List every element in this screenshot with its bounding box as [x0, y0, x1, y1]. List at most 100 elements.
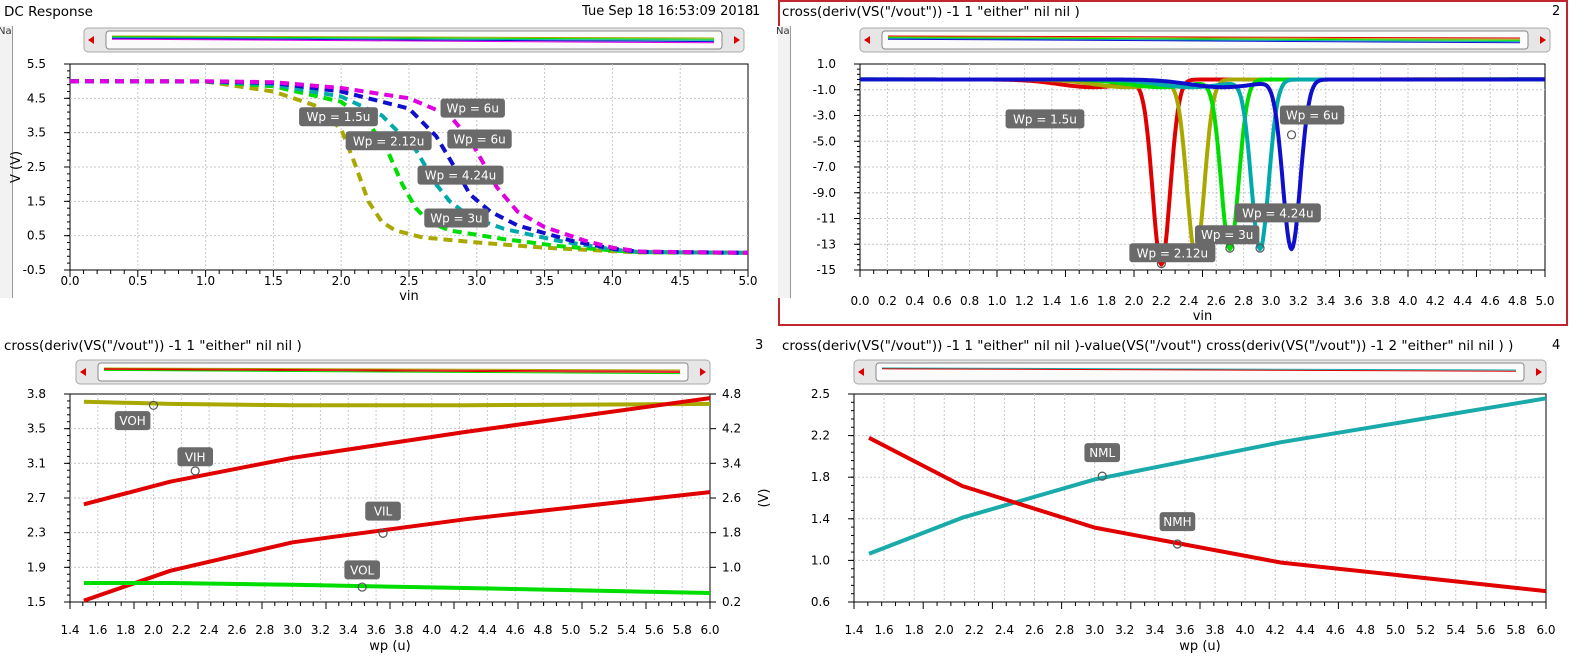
- scroll-left-icon: [80, 368, 86, 376]
- x-tick-label: 4.2: [450, 623, 469, 637]
- x-tick-label: 4.5: [671, 274, 690, 288]
- panel-thresholds[interactable]: cross(deriv(VS("/vout")) -1 1 "either" n…: [0, 334, 776, 664]
- x-tick-label: 5.2: [589, 623, 608, 637]
- scroll-right-icon: [700, 368, 706, 376]
- x-tick-label: 2.4: [995, 623, 1014, 637]
- x-tick-label: 5.4: [617, 623, 636, 637]
- overview-trace: [111, 35, 715, 39]
- x-tick-label: 1.0: [196, 274, 215, 288]
- x-tick-label: 2.6: [227, 623, 246, 637]
- y-tick-label: 1.8: [811, 470, 830, 484]
- panel-dc-response[interactable]: DC Response Tue Sep 18 16:53:09 2018 1 N…: [0, 0, 776, 326]
- x-tick-label: 4.4: [478, 623, 497, 637]
- marker-point: [190, 466, 200, 476]
- scroll-left-icon: [88, 36, 94, 44]
- marker-label: Wp = 6u: [453, 133, 505, 147]
- series-line-voh: [83, 399, 710, 408]
- marker-label: Wp = 1.5u: [307, 110, 371, 124]
- x-tick-label: 5.4: [1446, 623, 1465, 637]
- x-tick-label: 1.8: [116, 623, 135, 637]
- marker-label-box: [1159, 512, 1196, 532]
- x-tick-label: 4.6: [506, 623, 525, 637]
- x-tick-label: 5.0: [1535, 294, 1554, 308]
- x-tick-label: 1.6: [88, 623, 107, 637]
- side-tab[interactable]: Na: [0, 26, 13, 298]
- marker-label: VOL: [350, 563, 374, 577]
- marker-label-box: [299, 107, 378, 127]
- marker-label-box: [417, 165, 504, 185]
- marker-label-box: [424, 208, 489, 228]
- x-tick-label: 1.6: [1070, 294, 1089, 308]
- side-tab[interactable]: Na: [776, 26, 791, 298]
- x-tick-label: 0.6: [933, 294, 952, 308]
- scroll-right-icon: [734, 36, 740, 44]
- x-tick-label: 2.2: [1152, 294, 1171, 308]
- y-tick-label: -5.0: [813, 134, 836, 148]
- x-tick-label: 6.0: [700, 623, 719, 637]
- derivative-chart[interactable]: 0.0 0.2 0.4 0.6 0.8 1.0 1.2 1.4 1.6 1.8 2.0 2.2 2.4 2…: [778, 0, 1568, 326]
- marker-point: [1255, 243, 1265, 253]
- x-tick-label: 1.4: [60, 623, 79, 637]
- marker-label-box: [447, 129, 512, 149]
- x-tick-label: 4.8: [533, 623, 552, 637]
- panel-title: DC Response: [4, 4, 93, 20]
- x-tick-label: 0.4: [905, 294, 924, 308]
- x-tick-label: 1.4: [844, 623, 863, 637]
- x-tick-label: 5.2: [1416, 623, 1435, 637]
- y-tick-label: -0.5: [23, 263, 46, 277]
- x-axis-label: vin: [1193, 309, 1213, 324]
- x-tick-label: 4.2: [1426, 294, 1445, 308]
- y-tick-label: 4.5: [27, 91, 46, 105]
- x-tick-label: 2.4: [1179, 294, 1198, 308]
- y2-tick-label: 4.8: [722, 387, 741, 401]
- x-tick-label: 3.4: [339, 623, 358, 637]
- x-tick-label: 6.0: [1536, 623, 1555, 637]
- x-axis-label: vin: [399, 289, 419, 304]
- x-tick-label: 1.8: [905, 623, 924, 637]
- scroll-left-icon: [858, 368, 864, 376]
- x-tick-label: 5.0: [738, 274, 757, 288]
- noise-margin-chart[interactable]: 1.4 1.6 1.8 2.0 2.2 2.4 2.6 2.8 3.0 3.2 3.4 3.6 3.8 4…: [778, 334, 1586, 664]
- x-tick-label: 4.4: [1296, 623, 1315, 637]
- x-tick-label: 5.0: [561, 623, 580, 637]
- x-tick-label: 3.6: [1344, 294, 1363, 308]
- marker-point: [357, 582, 367, 592]
- y-tick-label: -15: [816, 263, 836, 277]
- x-tick-label: 0.5: [128, 274, 147, 288]
- panel-number: 1: [752, 4, 761, 19]
- y-tick-label: 0.5: [27, 229, 46, 243]
- x-tick-label: 4.4: [1453, 294, 1472, 308]
- x-tick-label: 5.6: [645, 623, 664, 637]
- marker-label-box: [1234, 203, 1321, 223]
- x-tick-label: 4.6: [1326, 623, 1345, 637]
- marker-label: VIL: [374, 505, 393, 519]
- overview-trace: [887, 38, 1521, 44]
- y-tick-label: 1.9: [27, 560, 46, 574]
- x-tick-label: 2.6: [1207, 294, 1226, 308]
- panel-noise-margins[interactable]: cross(deriv(VS("/vout")) -1 1 "either" n…: [778, 334, 1586, 664]
- side-tab-label: Na: [0, 26, 12, 37]
- x-tick-label: 4.2: [1266, 623, 1285, 637]
- y2-tick-label: 1.8: [722, 526, 741, 540]
- x-tick-label: 2.0: [332, 274, 351, 288]
- y-tick-label: 5.5: [27, 57, 46, 71]
- marker-point: [148, 400, 159, 410]
- panel-date: Tue Sep 18 16:53:09 2018: [582, 4, 754, 19]
- overview-trace: [111, 37, 715, 41]
- overview-trace: [103, 367, 681, 371]
- marker-point: [378, 528, 388, 538]
- x-tick-label: 3.6: [367, 623, 386, 637]
- x-tick-label: 5.0: [1386, 623, 1405, 637]
- marker-label: Wp = 4.24u: [425, 169, 497, 183]
- x-tick-label: 3.2: [311, 623, 330, 637]
- x-tick-label: 4.6: [1481, 294, 1500, 308]
- x-tick-label: 3.4: [1145, 623, 1164, 637]
- panel-title: cross(deriv(VS("/vout")) -1 1 "either" n…: [782, 4, 1080, 20]
- panel-derivative[interactable]: cross(deriv(VS("/vout")) -1 1 "either" n…: [776, 0, 1568, 326]
- overview-trace: [881, 367, 1517, 371]
- x-tick-label: 2.8: [255, 623, 274, 637]
- y-tick-label: -13: [816, 237, 836, 251]
- x-tick-label: 3.0: [283, 623, 302, 637]
- dc-response-chart[interactable]: 0.0 0.5 1.0 1.5 2.0 2.5 3.0 3.5 4.0 4.5 5.0 5.5 4.5 3…: [0, 0, 776, 326]
- thresholds-chart[interactable]: 1.4 1.6 1.8 2.0 2.2 2.4 2.6 2.8 3.0 3.2 3.4 3.6 3.8 4…: [0, 334, 776, 664]
